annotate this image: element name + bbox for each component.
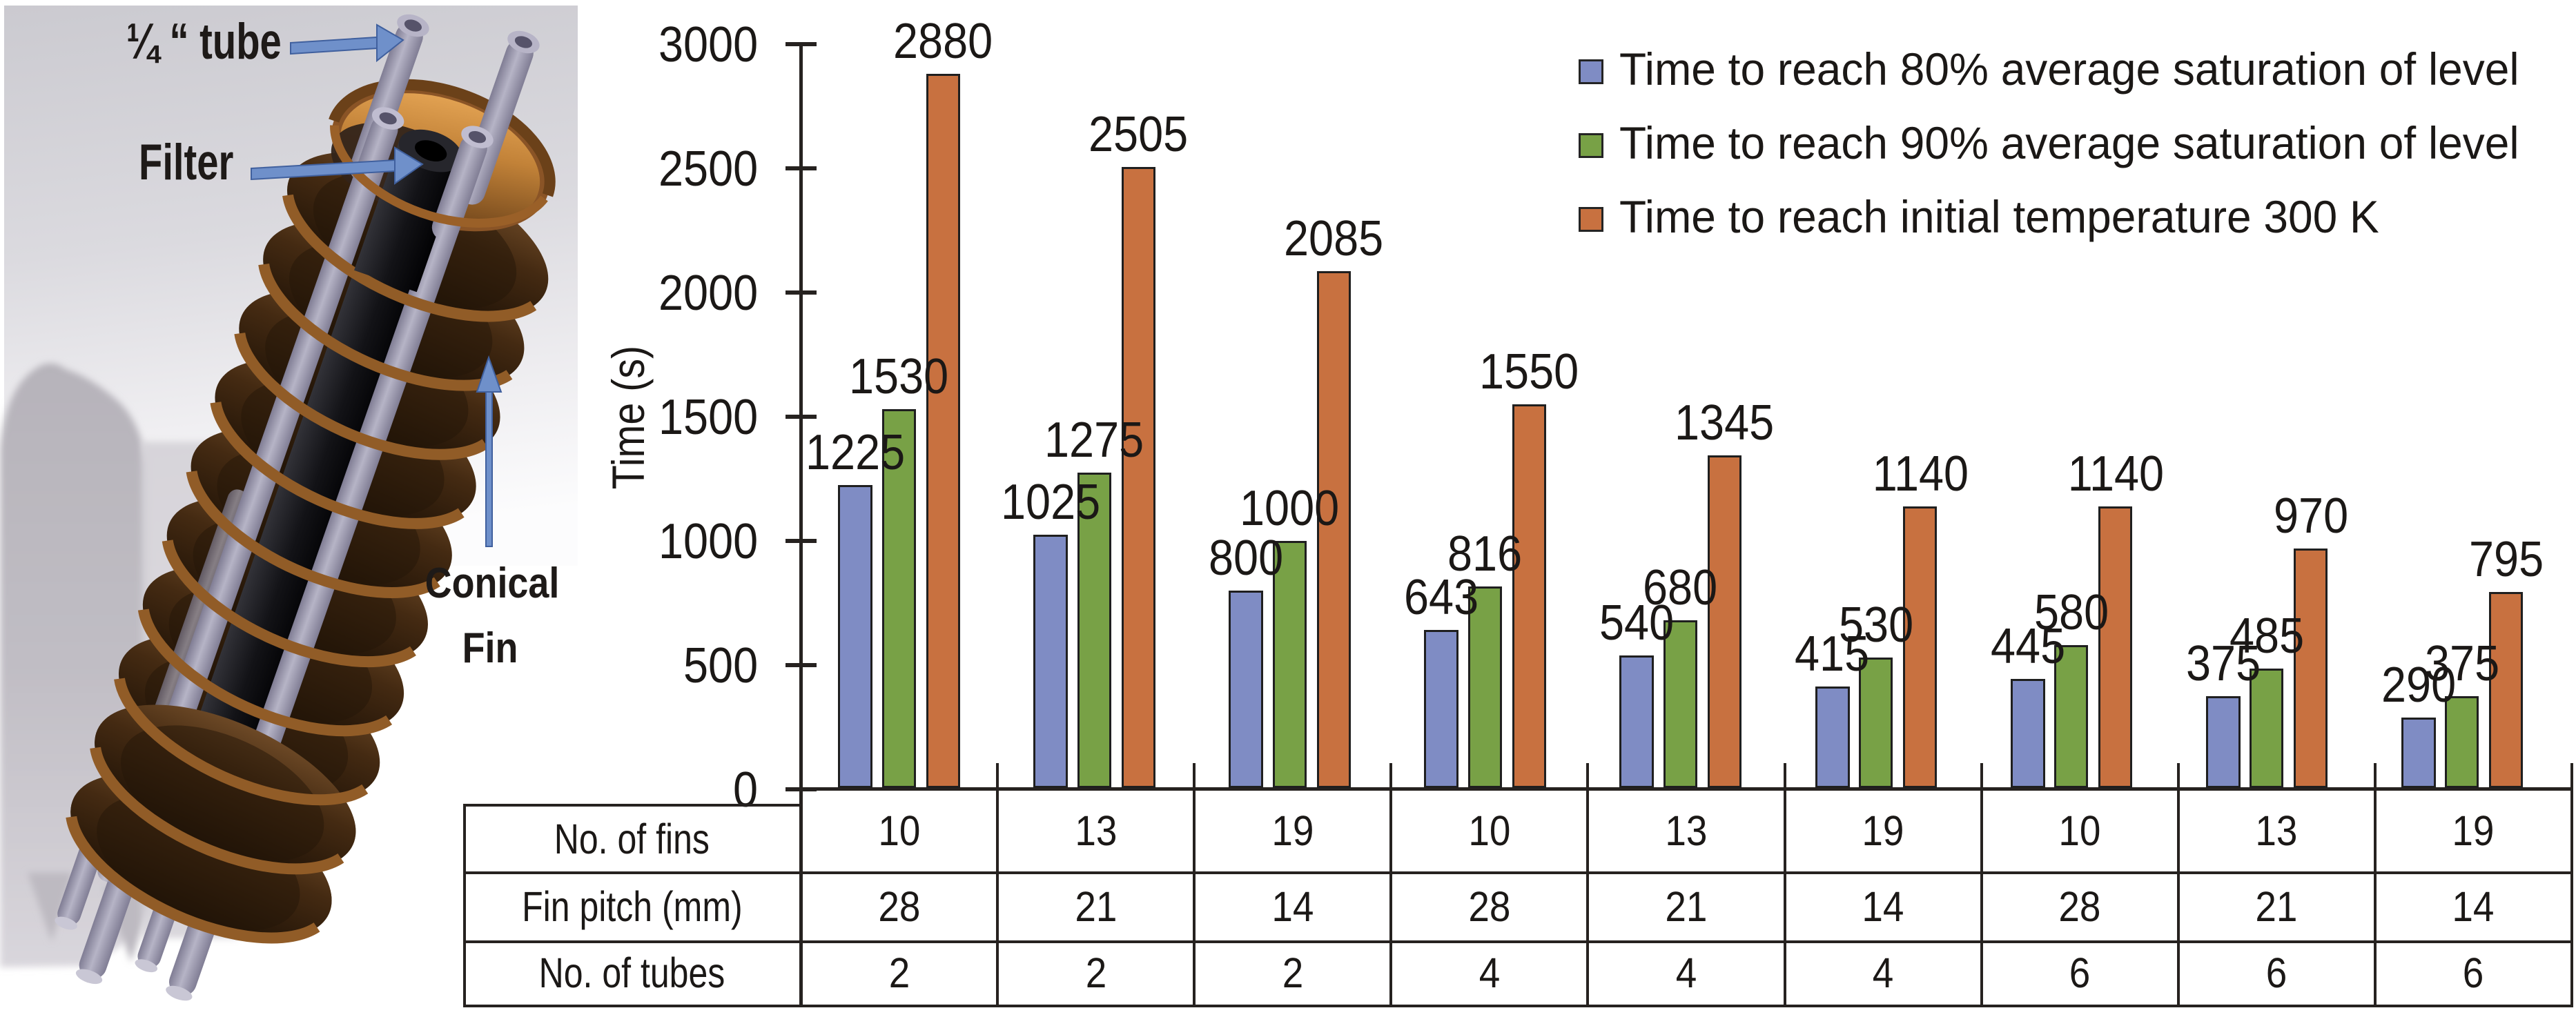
svg-text:¼ “ tube: ¼ “ tube (126, 13, 282, 70)
svg-text:Filter: Filter (139, 134, 233, 190)
svg-text:Conical: Conical (425, 560, 560, 607)
svg-text:Fin: Fin (462, 624, 518, 672)
